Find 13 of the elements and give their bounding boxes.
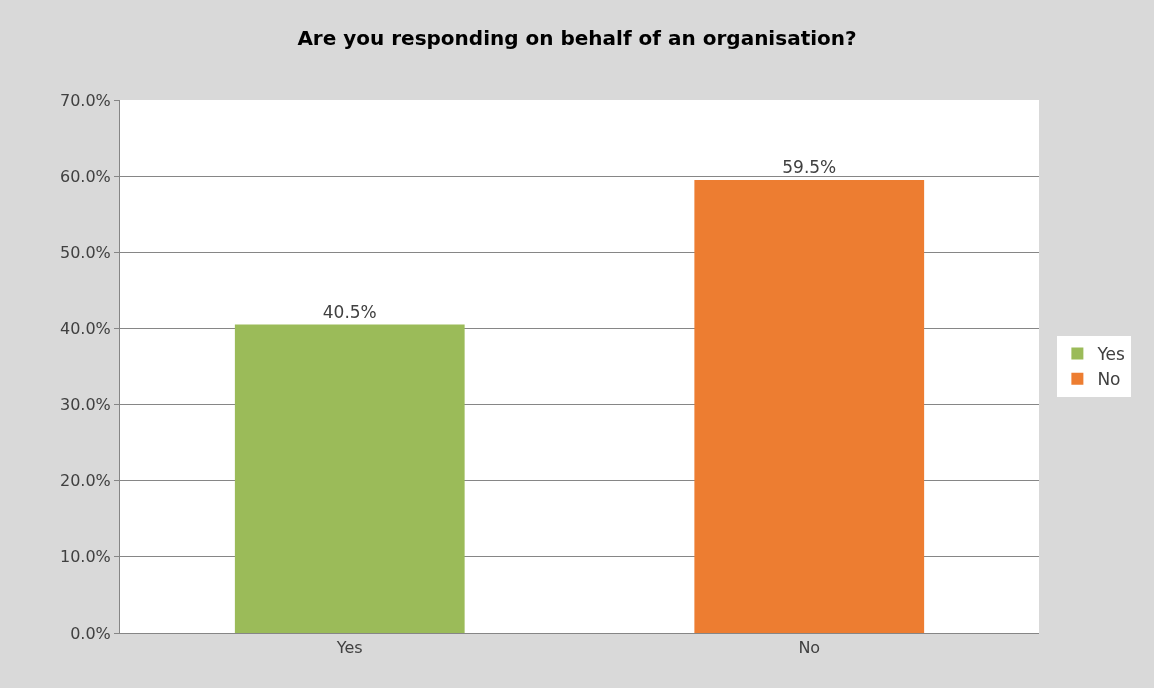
- y-tick-label: 40.0%: [59, 319, 111, 339]
- y-tick-label: 20.0%: [59, 471, 111, 491]
- data-label: 40.5%: [322, 301, 377, 322]
- chart-title: Are you responding on behalf of an organisation?: [297, 25, 857, 50]
- y-tick-label: 60.0%: [59, 166, 111, 186]
- y-tick-label: 10.0%: [59, 547, 111, 567]
- legend-label: No: [1097, 369, 1121, 390]
- y-tick-label: 70.0%: [59, 90, 111, 110]
- y-tick-label: 30.0%: [59, 395, 111, 415]
- y-tick-label: 0.0%: [70, 623, 111, 643]
- y-tick-label: 50.0%: [59, 242, 111, 262]
- data-label: 59.5%: [782, 156, 837, 177]
- legend-label: Yes: [1096, 344, 1125, 365]
